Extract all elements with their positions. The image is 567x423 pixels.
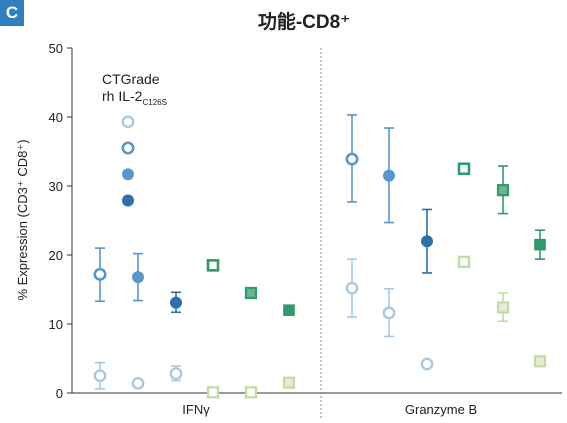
legend-line2-main: rh IL-2 — [102, 88, 143, 104]
data-point — [457, 162, 471, 176]
circle-marker — [122, 194, 135, 207]
circle-marker — [169, 367, 183, 381]
square-marker — [206, 259, 220, 272]
data-point — [420, 208, 433, 274]
square-marker — [533, 355, 547, 368]
y-tick-label: 20 — [49, 248, 63, 263]
y-tick-label: 30 — [49, 179, 63, 194]
square-marker — [457, 255, 471, 269]
circle-marker — [170, 296, 183, 309]
square-marker — [282, 376, 296, 389]
circle-marker — [345, 281, 359, 295]
circle-marker — [382, 306, 396, 320]
data-point — [206, 386, 220, 399]
square-marker — [534, 238, 546, 251]
category-label: IFNγ — [182, 402, 210, 417]
data-points — [93, 114, 547, 399]
square-marker — [206, 386, 220, 399]
data-point — [533, 355, 547, 368]
data-point — [283, 304, 295, 317]
data-point — [244, 286, 258, 300]
data-point — [345, 258, 359, 318]
chart-title: 功能-CD8⁺ — [258, 10, 350, 33]
circle-marker — [93, 267, 107, 281]
data-point — [496, 165, 510, 215]
circle-marker — [121, 115, 135, 129]
data-point — [345, 114, 359, 203]
square-marker — [457, 162, 471, 176]
legend-markers — [121, 115, 135, 207]
data-point — [496, 292, 510, 323]
data-point — [170, 291, 183, 314]
data-point — [282, 376, 296, 389]
data-point — [534, 229, 546, 260]
circle-marker — [121, 141, 135, 155]
circle-marker — [345, 152, 359, 166]
square-marker — [496, 184, 510, 197]
data-point — [382, 288, 396, 338]
circle-marker — [132, 271, 145, 284]
circle-marker — [131, 376, 145, 390]
data-point — [420, 357, 434, 371]
data-point — [169, 365, 183, 382]
circle-marker — [382, 169, 395, 182]
category-label: Granzyme B — [405, 402, 477, 417]
data-point — [93, 361, 107, 390]
data-point — [93, 247, 107, 303]
circle-marker — [420, 235, 433, 248]
legend-line1: CTGrade — [102, 71, 160, 87]
panel-label: C — [0, 0, 24, 26]
circle-marker — [122, 168, 135, 181]
data-point — [132, 252, 145, 302]
circle-marker — [420, 357, 434, 371]
data-point — [457, 255, 471, 269]
y-axis-label: % Expression (CD3⁺ CD8⁺) — [15, 139, 30, 300]
data-point — [382, 127, 395, 224]
y-tick-label: 0 — [56, 386, 63, 401]
legend-line2: rh IL-2C126S — [102, 88, 167, 107]
legend: CTGrade rh IL-2C126S — [102, 71, 167, 207]
category-label-group: IFNγ Granzyme B — [182, 402, 477, 417]
square-marker — [283, 304, 295, 317]
y-tick-label: 50 — [49, 41, 63, 56]
data-point — [131, 376, 145, 390]
y-tick-label: 10 — [49, 317, 63, 332]
data-point — [244, 386, 258, 399]
data-point — [206, 259, 220, 272]
square-marker — [244, 286, 258, 300]
legend-line2-sub: C126S — [142, 98, 166, 107]
y-tick-label: 40 — [49, 110, 63, 125]
circle-marker — [93, 369, 107, 383]
y-tick-group: 0 10 20 30 40 50 — [49, 41, 72, 401]
square-marker — [244, 386, 258, 399]
square-marker — [496, 301, 510, 314]
